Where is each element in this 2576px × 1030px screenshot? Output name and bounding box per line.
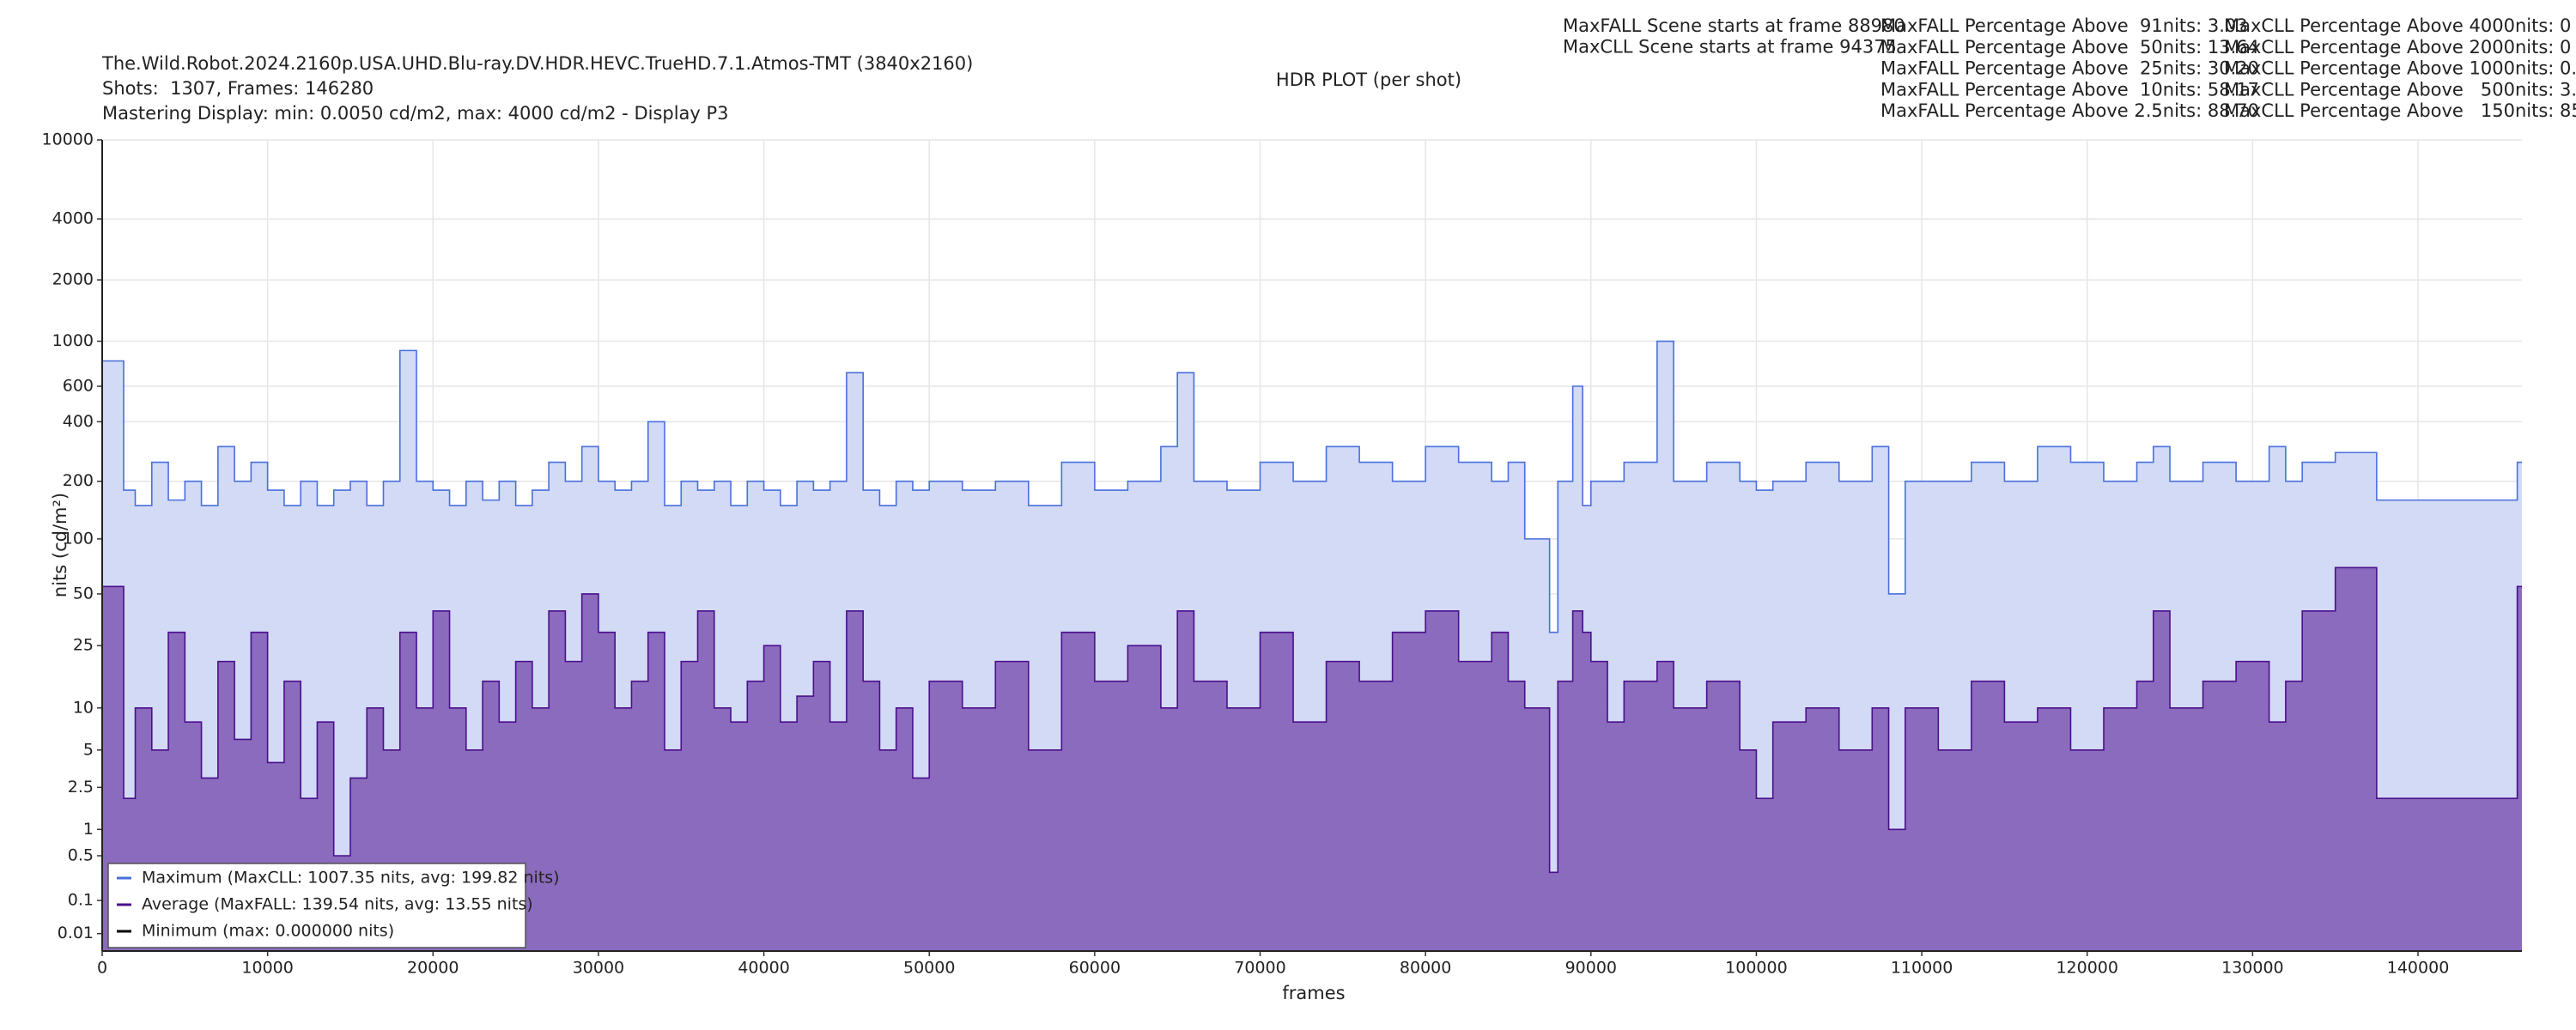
legend-label: Maximum (MaxCLL: 1007.35 nits, avg: 199.…: [142, 869, 560, 888]
info-line: The.Wild.Robot.2024.2160p.USA.UHD.Blu-ra…: [101, 53, 973, 74]
x-tick-label: 130000: [2221, 959, 2284, 978]
y-tick-label: 0.1: [68, 891, 94, 910]
maxfall-line: MaxFALL Percentage Above 50nits: 13.64: [1880, 37, 2259, 58]
y-tick-label: 4000: [52, 209, 94, 228]
x-tick-label: 20000: [407, 959, 459, 978]
series-line: [102, 340, 2522, 633]
x-tick-label: 110000: [1891, 959, 1953, 978]
maxcll-line: MaxCLL Percentage Above 500nits: 3.08: [2224, 79, 2576, 100]
series-area: [102, 567, 2522, 951]
info-line: Mastering Display: min: 0.0050 cd/m2, ma…: [102, 103, 729, 124]
y-tick-label: 2.5: [68, 778, 94, 797]
scene-line: MaxFALL Scene starts at frame 88980: [1563, 15, 1905, 36]
x-tick-label: 70000: [1234, 959, 1285, 978]
y-tick-label: 200: [63, 471, 94, 490]
y-tick-label: 1: [83, 820, 94, 839]
x-tick-label: 80000: [1400, 959, 1451, 978]
x-tick-label: 10000: [241, 959, 293, 978]
x-tick-label: 40000: [738, 959, 789, 978]
legend-box: [107, 863, 526, 948]
y-tick-label: 100: [63, 529, 94, 548]
series-line: [102, 566, 2522, 874]
x-tick-label: 50000: [903, 959, 955, 978]
legend-label: Average (MaxFALL: 139.54 nits, avg: 13.5…: [142, 895, 533, 914]
maxcll-line: MaxCLL Percentage Above 2000nits: 0: [2224, 37, 2571, 58]
y-tick-label: 10: [73, 698, 94, 717]
y-tick-label: 1000: [52, 331, 94, 350]
y-tick-label: 400: [63, 412, 94, 431]
maxcll-line: MaxCLL Percentage Above 150nits: 85.53: [2224, 100, 2576, 121]
x-tick-label: 100000: [1725, 959, 1788, 978]
maxfall-line: MaxFALL Percentage Above 10nits: 58.17: [1880, 79, 2259, 100]
maxfall-line: MaxFALL Percentage Above 25nits: 30.20: [1880, 58, 2259, 79]
y-tick-label: 10000: [42, 130, 94, 149]
maxfall-line: MaxFALL Percentage Above 91nits: 3.03: [1880, 15, 2248, 36]
x-axis-label: frames: [1282, 983, 1345, 1003]
scene-line: MaxCLL Scene starts at frame 94375: [1563, 37, 1897, 58]
x-tick-label: 0: [97, 959, 107, 978]
maxfall-line: MaxFALL Percentage Above 2.5nits: 88.70: [1880, 100, 2259, 121]
chart-title: HDR PLOT (per shot): [1276, 70, 1461, 90]
info-line: Shots: 1307, Frames: 146280: [102, 78, 374, 99]
y-tick-label: 5: [83, 740, 94, 759]
y-tick-label: 2000: [52, 270, 94, 289]
y-tick-label: 0.01: [58, 924, 94, 942]
x-tick-label: 140000: [2387, 959, 2450, 978]
y-tick-label: 0.5: [68, 846, 94, 865]
maxcll-line: MaxCLL Percentage Above 4000nits: 0: [2224, 15, 2571, 36]
x-tick-label: 120000: [2056, 959, 2118, 978]
maxcll-line: MaxCLL Percentage Above 1000nits: 0.02: [2224, 58, 2576, 79]
y-axis-label: nits (cd/m²): [50, 493, 70, 597]
legend-label: Minimum (max: 0.000000 nits): [142, 922, 394, 941]
x-tick-label: 90000: [1565, 959, 1617, 978]
x-tick-label: 30000: [573, 959, 624, 978]
x-tick-label: 60000: [1069, 959, 1121, 978]
y-tick-label: 25: [73, 636, 94, 655]
y-tick-label: 600: [63, 377, 94, 396]
y-tick-label: 50: [73, 584, 94, 603]
